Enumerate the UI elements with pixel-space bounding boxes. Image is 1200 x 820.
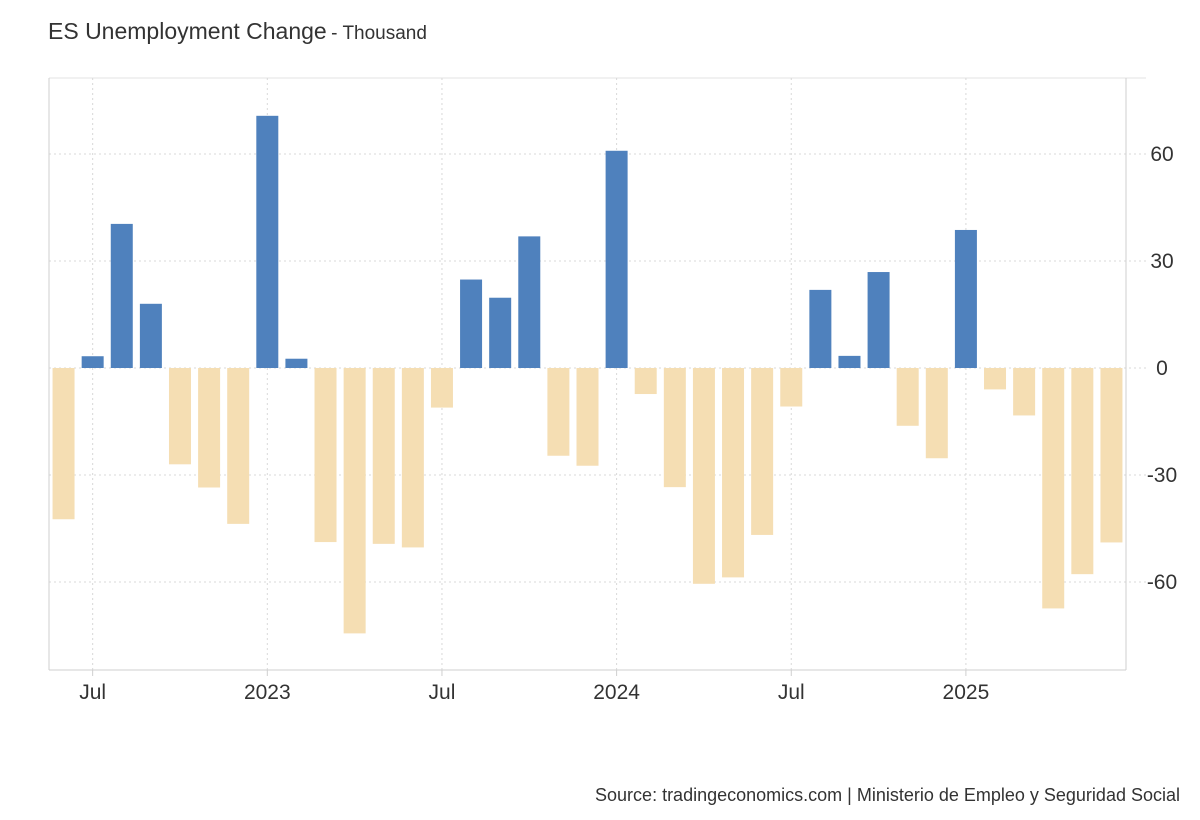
bar-2025-05 <box>1071 368 1094 575</box>
x-tick-label: Jul <box>429 681 456 704</box>
bar-2024-10 <box>867 272 890 368</box>
bar-2025-03 <box>1013 368 1036 416</box>
x-tick-label: Jul <box>778 681 805 704</box>
bar-2022-08 <box>110 223 133 368</box>
bar-2025-04 <box>1042 368 1065 609</box>
bar-2023-11 <box>547 368 570 456</box>
bar-2024-11 <box>896 368 919 426</box>
bar-2024-07 <box>780 368 803 407</box>
bar-2023-02 <box>285 358 308 368</box>
bar-2023-09 <box>489 297 512 368</box>
chart-unit-text: Thousand <box>342 23 427 44</box>
y-tick-label: -60 <box>1147 571 1177 594</box>
x-tick-label: 2023 <box>244 681 291 704</box>
bar-2024-08 <box>809 289 832 368</box>
bar-2023-08 <box>460 279 483 368</box>
bar-2022-11 <box>198 368 221 488</box>
y-tick-label: 0 <box>1156 357 1168 380</box>
bar-2024-01 <box>605 150 628 368</box>
bar-2022-09 <box>139 303 162 368</box>
x-tick-label: 2024 <box>593 681 640 704</box>
bar-2022-06 <box>52 368 75 520</box>
chart-title-text: ES Unemployment Change <box>48 18 327 44</box>
bar-2024-04 <box>692 368 715 584</box>
bar-2024-02 <box>634 368 657 395</box>
x-tick-label: Jul <box>79 681 106 704</box>
bar-2024-12 <box>925 368 948 459</box>
source-note: Source: tradingeconomics.com | Ministeri… <box>595 785 1180 805</box>
bar-2022-10 <box>168 368 191 465</box>
y-tick-label: 30 <box>1150 250 1173 273</box>
chart-title: ES Unemployment Change - Thousand <box>48 18 427 45</box>
bar-2024-09 <box>838 355 861 368</box>
bar-2023-07 <box>430 368 453 408</box>
chart-unit: - Thousand <box>331 23 427 44</box>
bar-2023-03 <box>314 368 337 543</box>
y-tick-label: -30 <box>1147 464 1177 487</box>
bar-2024-03 <box>663 368 686 488</box>
bar-2023-05 <box>372 368 395 544</box>
x-tick-label: 2025 <box>943 681 990 704</box>
bar-2023-10 <box>518 236 541 368</box>
bar-2024-06 <box>751 368 774 535</box>
bar-2022-12 <box>227 368 250 524</box>
bar-2023-06 <box>401 368 424 548</box>
bar-2023-01 <box>256 115 279 368</box>
bar-2024-05 <box>722 368 745 578</box>
bar-2022-07 <box>81 356 104 368</box>
bar-2025-06 <box>1100 368 1123 543</box>
bar-2023-12 <box>576 368 599 466</box>
bar-2025-02 <box>984 368 1007 390</box>
bar-2025-01 <box>954 229 977 368</box>
y-tick-label: 60 <box>1150 143 1173 166</box>
bar-2023-04 <box>343 368 366 634</box>
